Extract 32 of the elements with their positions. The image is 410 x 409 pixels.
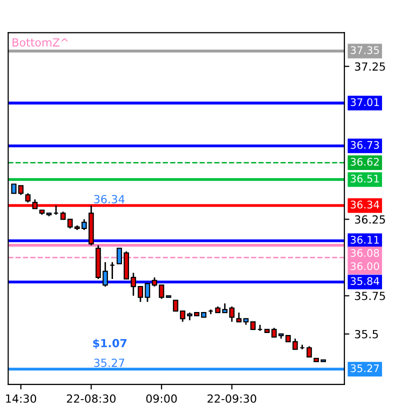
ref-line-label: 35.27 [350, 364, 379, 372]
ref-line-label: 36.08 [350, 249, 380, 257]
ref-line-label: 36.11 [350, 236, 379, 244]
candlestick [25, 192, 31, 204]
candlestick [152, 276, 158, 288]
x-tick-label: 14:30 [6, 394, 36, 403]
ref-line-label: 36.51 [350, 174, 379, 183]
x-tick-label: 09:00 [146, 394, 177, 403]
candlestick [271, 327, 277, 338]
annotation: 35.27 [94, 358, 124, 368]
y-tick-label: 35.75 [354, 292, 385, 300]
ref-line-label: 36.00 [350, 262, 380, 270]
x-tick-label: 22-09:30 [208, 394, 256, 403]
candlestick [306, 346, 312, 358]
annotation: 36.34 [94, 194, 124, 204]
ref-line-label: 37.35 [350, 46, 379, 54]
ref-line-label: 36.34 [350, 200, 380, 209]
y-tick-label: 36.25 [354, 215, 385, 224]
ref-line-label: 35.84 [350, 277, 380, 286]
y-tick-label: 35.5 [354, 330, 378, 338]
annotation: $1.07 [93, 338, 127, 349]
candlestick [236, 312, 242, 322]
ref-line-label: 36.62 [350, 158, 379, 166]
ref-line-label: 37.01 [350, 98, 379, 106]
candlestick [144, 282, 150, 303]
x-tick-label: 22-08:30 [66, 394, 116, 403]
candlestick [138, 286, 144, 303]
y-tick-label: 37.25 [354, 62, 385, 71]
ref-line-label: 36.73 [350, 141, 379, 149]
candlestick [32, 198, 38, 210]
candlestick [158, 284, 164, 300]
annotation: BottomZ^ [12, 38, 68, 47]
